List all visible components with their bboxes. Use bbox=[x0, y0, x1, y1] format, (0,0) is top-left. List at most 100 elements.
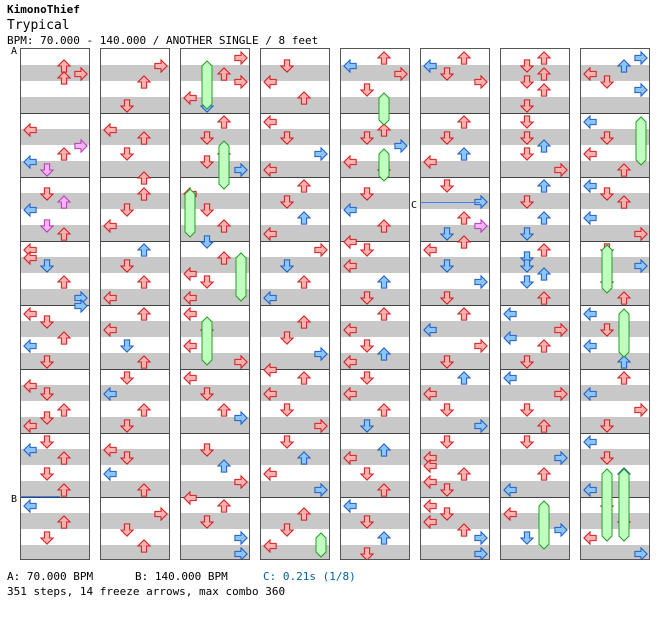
measure-line bbox=[181, 305, 249, 306]
left-arrow bbox=[343, 386, 357, 402]
left-arrow bbox=[343, 258, 357, 274]
up-arrow bbox=[376, 482, 392, 497]
measure-line bbox=[101, 433, 169, 434]
up-arrow bbox=[376, 218, 392, 233]
left-arrow bbox=[583, 386, 597, 402]
measure-line bbox=[181, 369, 249, 370]
beat-band bbox=[501, 97, 569, 113]
left-arrow bbox=[343, 58, 357, 74]
measure-line bbox=[21, 369, 89, 370]
beat-band bbox=[421, 385, 489, 401]
chart-panel bbox=[20, 48, 90, 560]
left-arrow bbox=[343, 202, 357, 218]
right-arrow bbox=[634, 226, 648, 242]
down-arrow bbox=[519, 58, 535, 73]
beat-band bbox=[581, 289, 649, 305]
left-arrow bbox=[583, 66, 597, 82]
left-arrow bbox=[423, 322, 437, 338]
beat-band bbox=[581, 193, 649, 209]
bpm-c-legend: C: 0.21s (1/8) bbox=[263, 570, 356, 583]
down-arrow bbox=[599, 186, 615, 201]
bpm-change-line bbox=[20, 496, 60, 497]
beat-band bbox=[421, 193, 489, 209]
right-arrow bbox=[234, 162, 248, 178]
right-arrow bbox=[554, 386, 568, 402]
beat-band bbox=[261, 97, 329, 113]
measure-line bbox=[261, 497, 329, 498]
left-arrow bbox=[423, 474, 437, 490]
measure-line bbox=[421, 113, 489, 114]
beat-band bbox=[101, 65, 169, 81]
up-arrow bbox=[616, 58, 632, 73]
up-arrow bbox=[296, 210, 312, 225]
left-arrow bbox=[23, 250, 37, 266]
beat-band bbox=[421, 65, 489, 81]
measure-line bbox=[501, 241, 569, 242]
right-arrow bbox=[234, 530, 248, 546]
measure-line bbox=[341, 369, 409, 370]
down-arrow bbox=[279, 258, 295, 273]
left-arrow bbox=[423, 458, 437, 474]
up-arrow bbox=[136, 274, 152, 289]
up-arrow bbox=[376, 306, 392, 321]
down-arrow bbox=[199, 130, 215, 145]
freeze-arrow bbox=[217, 140, 231, 190]
beat-band bbox=[21, 161, 89, 177]
up-arrow bbox=[376, 122, 392, 137]
right-arrow bbox=[634, 402, 648, 418]
beat-band bbox=[581, 225, 649, 241]
measure-line bbox=[581, 113, 649, 114]
beat-band bbox=[181, 321, 249, 337]
beat-band bbox=[421, 321, 489, 337]
beat-band bbox=[501, 129, 569, 145]
down-arrow bbox=[439, 402, 455, 417]
measure-line bbox=[181, 433, 249, 434]
left-arrow bbox=[23, 154, 37, 170]
up-arrow bbox=[56, 274, 72, 289]
beat-band bbox=[501, 65, 569, 81]
down-arrow bbox=[599, 130, 615, 145]
beat-band bbox=[341, 193, 409, 209]
down-arrow bbox=[279, 402, 295, 417]
down-arrow bbox=[199, 202, 215, 217]
beat-band bbox=[581, 449, 649, 465]
up-arrow bbox=[136, 186, 152, 201]
up-arrow bbox=[376, 50, 392, 65]
up-arrow bbox=[296, 274, 312, 289]
down-arrow bbox=[359, 186, 375, 201]
beat-band bbox=[101, 97, 169, 113]
beat-band bbox=[581, 257, 649, 273]
down-arrow bbox=[199, 442, 215, 457]
beat-band bbox=[421, 225, 489, 241]
beat-band bbox=[181, 193, 249, 209]
left-arrow bbox=[503, 306, 517, 322]
down-arrow bbox=[359, 466, 375, 481]
down-arrow bbox=[519, 258, 535, 273]
measure-line bbox=[181, 497, 249, 498]
beat-band bbox=[101, 129, 169, 145]
down-arrow bbox=[39, 434, 55, 449]
left-arrow bbox=[423, 386, 437, 402]
beat-band bbox=[101, 385, 169, 401]
down-arrow bbox=[519, 146, 535, 161]
chart-panel bbox=[340, 48, 410, 560]
down-arrow bbox=[39, 218, 55, 233]
down-arrow bbox=[279, 522, 295, 537]
up-arrow bbox=[536, 338, 552, 353]
right-arrow bbox=[314, 482, 328, 498]
up-arrow bbox=[296, 506, 312, 521]
up-arrow bbox=[216, 66, 232, 81]
down-arrow bbox=[199, 514, 215, 529]
right-arrow bbox=[74, 138, 88, 154]
beat-band bbox=[341, 545, 409, 559]
beat-band bbox=[181, 97, 249, 113]
down-arrow bbox=[519, 98, 535, 113]
bpm-marker: A bbox=[11, 46, 18, 57]
left-arrow bbox=[103, 466, 117, 482]
down-arrow bbox=[599, 450, 615, 465]
beat-band bbox=[421, 513, 489, 529]
down-arrow bbox=[39, 354, 55, 369]
right-arrow bbox=[394, 66, 408, 82]
right-arrow bbox=[154, 506, 168, 522]
left-arrow bbox=[583, 530, 597, 546]
